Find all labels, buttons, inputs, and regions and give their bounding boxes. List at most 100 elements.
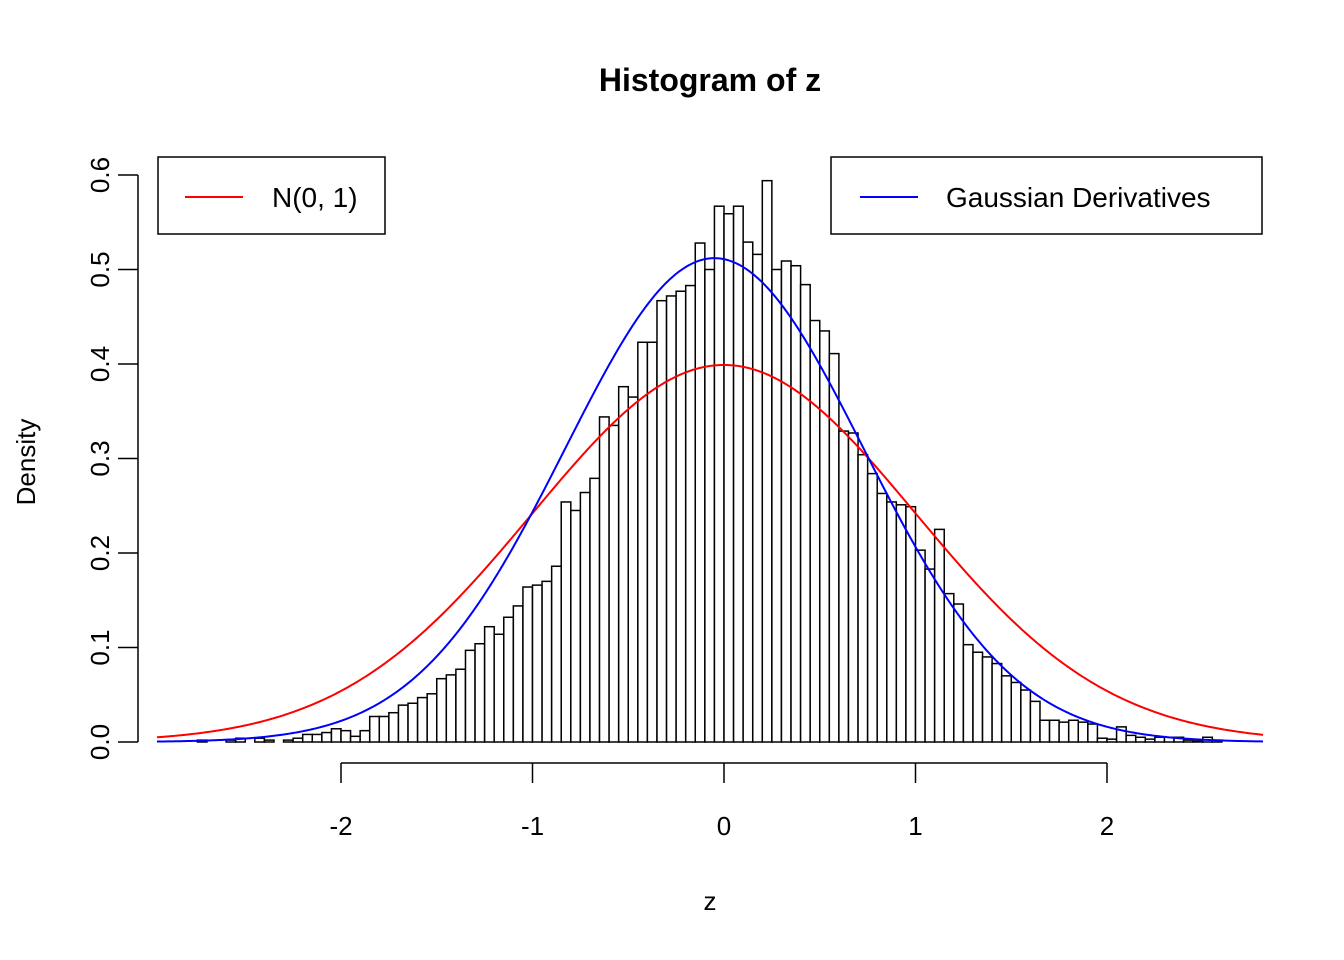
histogram-bar: [838, 430, 850, 743]
histogram-bar: [378, 715, 390, 743]
histogram-bar: [1144, 738, 1156, 743]
histogram-bar: [914, 549, 926, 743]
histogram-bar: [981, 656, 993, 743]
histogram-bar: [416, 696, 428, 743]
density-curves: [156, 257, 1264, 743]
histogram-bar: [943, 592, 955, 743]
histogram-bar: [1192, 740, 1204, 743]
histogram-bar: [330, 728, 342, 743]
histogram-bar: [1077, 721, 1089, 743]
histogram-bar: [780, 260, 792, 743]
histogram-bar: [953, 603, 965, 743]
y-tick-label: 0.1: [85, 629, 115, 665]
histogram-bar: [771, 268, 783, 743]
histogram-bar: [1067, 719, 1080, 743]
histogram-bar: [522, 586, 534, 743]
histogram-bar: [503, 616, 515, 743]
histogram-bar: [550, 565, 562, 743]
histogram-bar: [560, 501, 572, 743]
x-axis: -2 -1 0 1 2: [329, 762, 1114, 841]
x-tick-label: -2: [329, 811, 352, 841]
histogram-bar: [924, 568, 936, 743]
histogram-bar: [493, 633, 505, 743]
histogram-bar: [1029, 700, 1041, 743]
histogram-bar: [1134, 736, 1147, 743]
histogram-bar: [1115, 726, 1127, 743]
legend-gaussian-label: Gaussian Derivatives: [946, 182, 1211, 213]
histogram-bars: [196, 179, 1223, 743]
histogram-bar: [694, 242, 706, 743]
histogram-bar: [799, 283, 811, 743]
histogram-bar: [905, 505, 917, 743]
histogram-bar: [321, 731, 333, 743]
histogram-bar: [541, 580, 553, 743]
y-tick-label: 0.2: [85, 535, 115, 571]
histogram-bar: [349, 735, 361, 743]
histogram-bar: [1154, 736, 1166, 743]
histogram-bar: [847, 432, 859, 743]
histogram-bar: [704, 268, 716, 743]
histogram-bar: [962, 643, 974, 743]
x-axis-label: z: [704, 886, 717, 916]
histogram-bar: [368, 715, 381, 743]
histogram-bar: [665, 295, 677, 743]
histogram-bar: [589, 477, 601, 743]
histogram-bar: [359, 729, 371, 743]
histogram-bar: [598, 416, 610, 743]
histogram-bar: [301, 733, 314, 743]
histogram-bar: [263, 739, 275, 743]
histogram-bar: [1039, 719, 1051, 743]
histogram-bar: [474, 642, 486, 743]
histogram-bar: [407, 702, 419, 743]
histogram-bar: [713, 205, 725, 743]
histogram-bar: [1096, 737, 1108, 743]
histogram-bar: [991, 662, 1003, 743]
histogram-bar: [675, 290, 687, 743]
histogram-bar: [732, 205, 744, 743]
histogram-bar: [311, 733, 323, 743]
chart-title: Histogram of z: [599, 62, 821, 98]
histogram-bar: [445, 674, 457, 743]
histogram-bar: [857, 453, 869, 743]
y-tick-label: 0.5: [85, 251, 115, 287]
legend-normal-box: [157, 156, 386, 235]
histogram-bar: [579, 491, 591, 743]
histogram-bar: [646, 341, 658, 743]
histogram-bar: [426, 693, 438, 743]
histogram-bar: [1058, 721, 1070, 743]
histogram-bar: [436, 677, 448, 743]
histogram-bar: [809, 319, 821, 743]
histogram-bar: [1125, 734, 1137, 743]
histogram-bar: [828, 352, 840, 743]
histogram-bar: [397, 704, 409, 743]
histogram-bar: [617, 385, 629, 743]
histogram-bar: [292, 737, 304, 743]
histogram-bar: [282, 739, 294, 743]
histogram-bar: [819, 330, 831, 743]
histogram-bar: [1182, 739, 1194, 743]
x-tick-label: 2: [1100, 811, 1114, 841]
histogram-bar: [723, 213, 735, 743]
y-tick-label: 0.0: [85, 724, 115, 760]
y-axis-label: Density: [11, 419, 41, 506]
histogram-bar: [876, 492, 888, 743]
histogram-bar: [1020, 689, 1032, 743]
histogram-bar: [972, 651, 984, 743]
y-tick-label: 0.3: [85, 440, 115, 476]
legend-normal-label: N(0, 1): [272, 182, 358, 213]
histogram-bar: [531, 584, 543, 743]
y-axis: 0.0 0.1 0.2 0.3 0.4 0.5 0.6: [85, 157, 139, 760]
histogram-bar: [512, 605, 524, 743]
histogram-bar: [627, 396, 639, 743]
y-tick-label: 0.6: [85, 157, 115, 193]
histogram-bar: [340, 729, 352, 743]
gaussian-derivatives-curve: [156, 257, 1264, 743]
histogram-bar: [751, 253, 764, 743]
histogram-bar: [1087, 723, 1099, 743]
histogram-bar: [455, 668, 467, 743]
histogram-bar: [570, 509, 582, 743]
legend-normal: N(0, 1): [157, 156, 386, 235]
histogram-bar: [933, 528, 945, 743]
histogram-bar: [742, 241, 754, 743]
